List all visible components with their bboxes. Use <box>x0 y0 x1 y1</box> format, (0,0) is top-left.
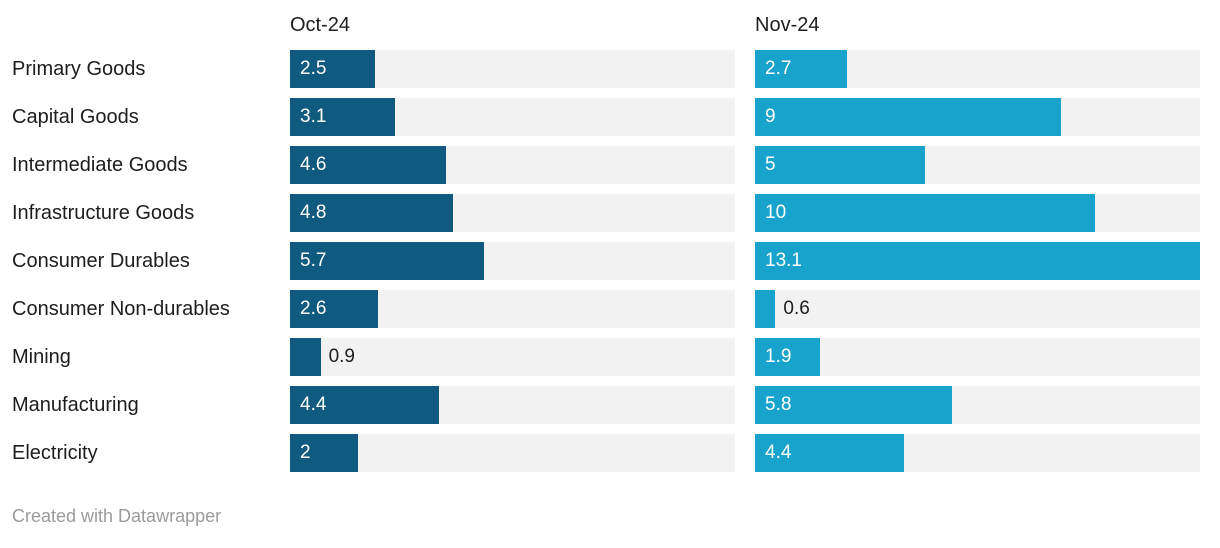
column-header-oct-24: Oct-24 <box>290 14 351 36</box>
bar-value-label-inside: 2.5 <box>300 58 327 79</box>
category-label: Mining <box>12 346 71 368</box>
bar-value-label-inside: 5 <box>765 154 776 175</box>
bar-value-label-inside: 2.7 <box>765 58 792 79</box>
category-label: Electricity <box>12 442 98 464</box>
bar-track-oct: 0.9 <box>290 338 735 376</box>
bar-nov: 4.4 <box>755 434 905 472</box>
category-label: Infrastructure Goods <box>12 202 195 224</box>
bar-nov <box>755 290 776 328</box>
bar-value-label-inside: 9 <box>765 106 776 127</box>
bar-track-nov: 2.7 <box>755 50 1200 88</box>
bar-value-label-outside: 0.6 <box>783 298 810 319</box>
bar-track-nov: 1.9 <box>755 338 1200 376</box>
bar-oct <box>290 338 321 376</box>
bar-value-label-inside: 5.7 <box>300 250 327 271</box>
chart-row: Infrastructure Goods 4.8 10 <box>12 194 1200 232</box>
bar-value-label-inside: 3.1 <box>300 106 327 127</box>
category-label: Consumer Non-durables <box>12 298 230 320</box>
bar-value-label-inside: 4.4 <box>765 442 792 463</box>
bar-track-nov: 13.1 <box>755 242 1200 280</box>
bar-value-label-inside: 13.1 <box>765 250 802 271</box>
bar-nov: 5 <box>755 146 925 184</box>
bar-value-label-inside: 4.6 <box>300 154 327 175</box>
bar-track-oct: 2.6 <box>290 290 735 328</box>
bar-oct: 4.4 <box>290 386 440 424</box>
bar-track-oct: 3.1 <box>290 98 735 136</box>
datawrapper-attribution: Created with Datawrapper <box>12 506 222 526</box>
category-label: Intermediate Goods <box>12 154 188 176</box>
bar-track-nov: 9 <box>755 98 1200 136</box>
chart-row: Consumer Durables 5.7 13.1 <box>12 242 1200 280</box>
bar-track-nov: 10 <box>755 194 1200 232</box>
category-label: Consumer Durables <box>12 250 190 272</box>
chart-row: Primary Goods 2.5 2.7 <box>12 50 1200 88</box>
bar-track-oct: 2.5 <box>290 50 735 88</box>
bar-value-label-inside: 4.4 <box>300 394 327 415</box>
chart-row: Intermediate Goods 4.6 5 <box>12 146 1200 184</box>
bar-value-label-outside: 0.9 <box>328 346 355 367</box>
bar-oct: 4.8 <box>290 194 454 232</box>
chart-row: Mining 0.9 1.9 <box>12 338 1200 376</box>
category-label: Manufacturing <box>12 394 139 416</box>
bar-oct: 5.7 <box>290 242 484 280</box>
column-headers: Oct-24 Nov-24 <box>12 12 1200 38</box>
bar-value-label-inside: 2.6 <box>300 298 327 319</box>
bar-oct: 2.6 <box>290 290 379 328</box>
bar-oct: 2.5 <box>290 50 375 88</box>
bar-nov: 5.8 <box>755 386 953 424</box>
header-spacer <box>12 12 290 38</box>
bar-nov: 13.1 <box>755 242 1200 280</box>
chart-row: Consumer Non-durables 2.6 0.6 <box>12 290 1200 328</box>
bar-oct: 4.6 <box>290 146 447 184</box>
bar-nov: 10 <box>755 194 1095 232</box>
bar-track-oct: 4.4 <box>290 386 735 424</box>
bar-value-label-inside: 1.9 <box>765 346 792 367</box>
bar-nov: 2.7 <box>755 50 847 88</box>
bar-value-label-inside: 4.8 <box>300 202 327 223</box>
category-label: Capital Goods <box>12 106 139 128</box>
chart-row: Manufacturing 4.4 5.8 <box>12 386 1200 424</box>
chart-row: Electricity 2 4.4 <box>12 434 1200 472</box>
bar-track-oct: 4.8 <box>290 194 735 232</box>
bar-track-oct: 5.7 <box>290 242 735 280</box>
bar-track-oct: 2 <box>290 434 735 472</box>
bar-value-label-inside: 10 <box>765 202 787 223</box>
chart-row: Capital Goods 3.1 9 <box>12 98 1200 136</box>
bar-value-label-inside: 2 <box>300 442 311 463</box>
bar-track-nov: 5.8 <box>755 386 1200 424</box>
bar-oct: 2 <box>290 434 358 472</box>
bar-track-nov: 5 <box>755 146 1200 184</box>
chart-rows: Primary Goods 2.5 2.7 Capital Goods 3.1 … <box>12 50 1200 472</box>
bar-nov: 9 <box>755 98 1061 136</box>
split-bar-chart: Oct-24 Nov-24 Primary Goods 2.5 2.7 Capi… <box>12 12 1200 526</box>
bar-track-oct: 4.6 <box>290 146 735 184</box>
category-label: Primary Goods <box>12 58 146 80</box>
bar-nov: 1.9 <box>755 338 820 376</box>
bar-track-nov: 0.6 <box>755 290 1200 328</box>
bar-value-label-inside: 5.8 <box>765 394 792 415</box>
bar-track-nov: 4.4 <box>755 434 1200 472</box>
bar-oct: 3.1 <box>290 98 396 136</box>
column-header-nov-24: Nov-24 <box>755 14 820 36</box>
